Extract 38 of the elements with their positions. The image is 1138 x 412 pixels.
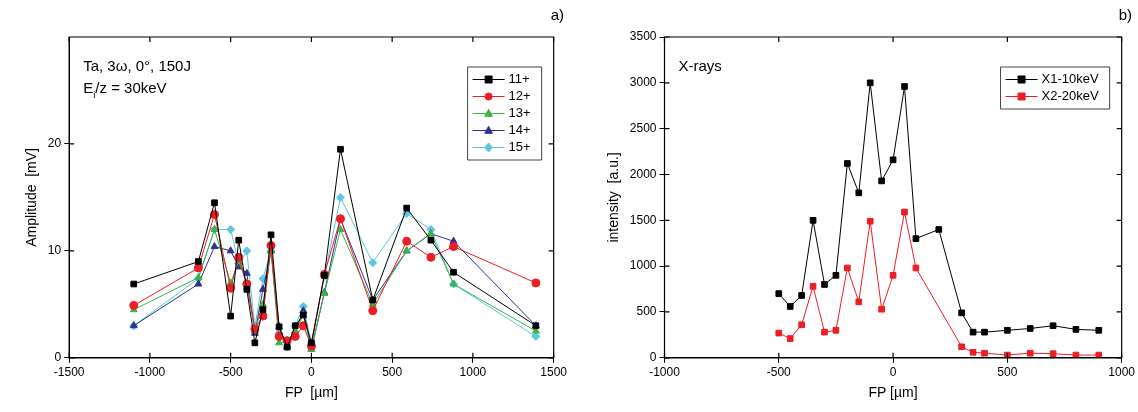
x-axis-title: FP [µm]: [868, 384, 918, 401]
legend-label: X1-10keV: [1041, 71, 1099, 87]
y-tick-label: 1500: [629, 212, 657, 227]
annotation: X-rays: [678, 57, 722, 74]
x-tick-label: -1500: [53, 365, 85, 380]
x-tick-label: 1000: [1108, 365, 1136, 380]
text: a): [550, 6, 565, 23]
legend-label: X2-20keV: [1041, 88, 1099, 104]
y-axis-title: Amplitude [mV]: [23, 147, 40, 247]
y-tick-label: 3500: [629, 29, 657, 44]
x-tick-label: -500: [766, 365, 792, 380]
legend-label: 15+: [508, 139, 531, 155]
legend-label: 11+: [508, 71, 530, 87]
x-tick-label: -500: [218, 365, 243, 380]
x-tick-label: 1000: [459, 365, 487, 380]
y-tick-label: 2500: [629, 120, 657, 135]
y-axis-title: intensity [a.u.]: [605, 152, 622, 243]
x-tick-label: 0: [308, 365, 316, 380]
x-tick-label: 500: [382, 365, 403, 380]
y-tick-label: 0: [54, 350, 62, 365]
y-tick-label: 10: [47, 243, 62, 258]
x-tick-label: -1000: [649, 365, 681, 380]
x-tick-label: 1500: [540, 365, 568, 380]
x-tick-label: 0: [889, 365, 897, 380]
y-tick-label: 3000: [629, 75, 657, 90]
y-tick-label: 1000: [629, 258, 657, 273]
x-tick-label: -1000: [134, 365, 166, 380]
y-tick-label: 500: [636, 304, 657, 319]
x-tick-label: 500: [997, 365, 1018, 380]
y-tick-label: 0: [649, 350, 657, 365]
legend-label: 12+: [508, 88, 531, 104]
annotation: Ta, 3ω, 0°, 150J: [83, 57, 191, 74]
text: b): [1118, 6, 1133, 23]
x-axis-title: FP [µm]: [284, 384, 338, 401]
legend-label: 13+: [508, 105, 531, 121]
y-tick-label: 20: [47, 136, 62, 151]
legend-label: 14+: [508, 122, 531, 138]
y-tick-label: 2000: [629, 166, 657, 181]
